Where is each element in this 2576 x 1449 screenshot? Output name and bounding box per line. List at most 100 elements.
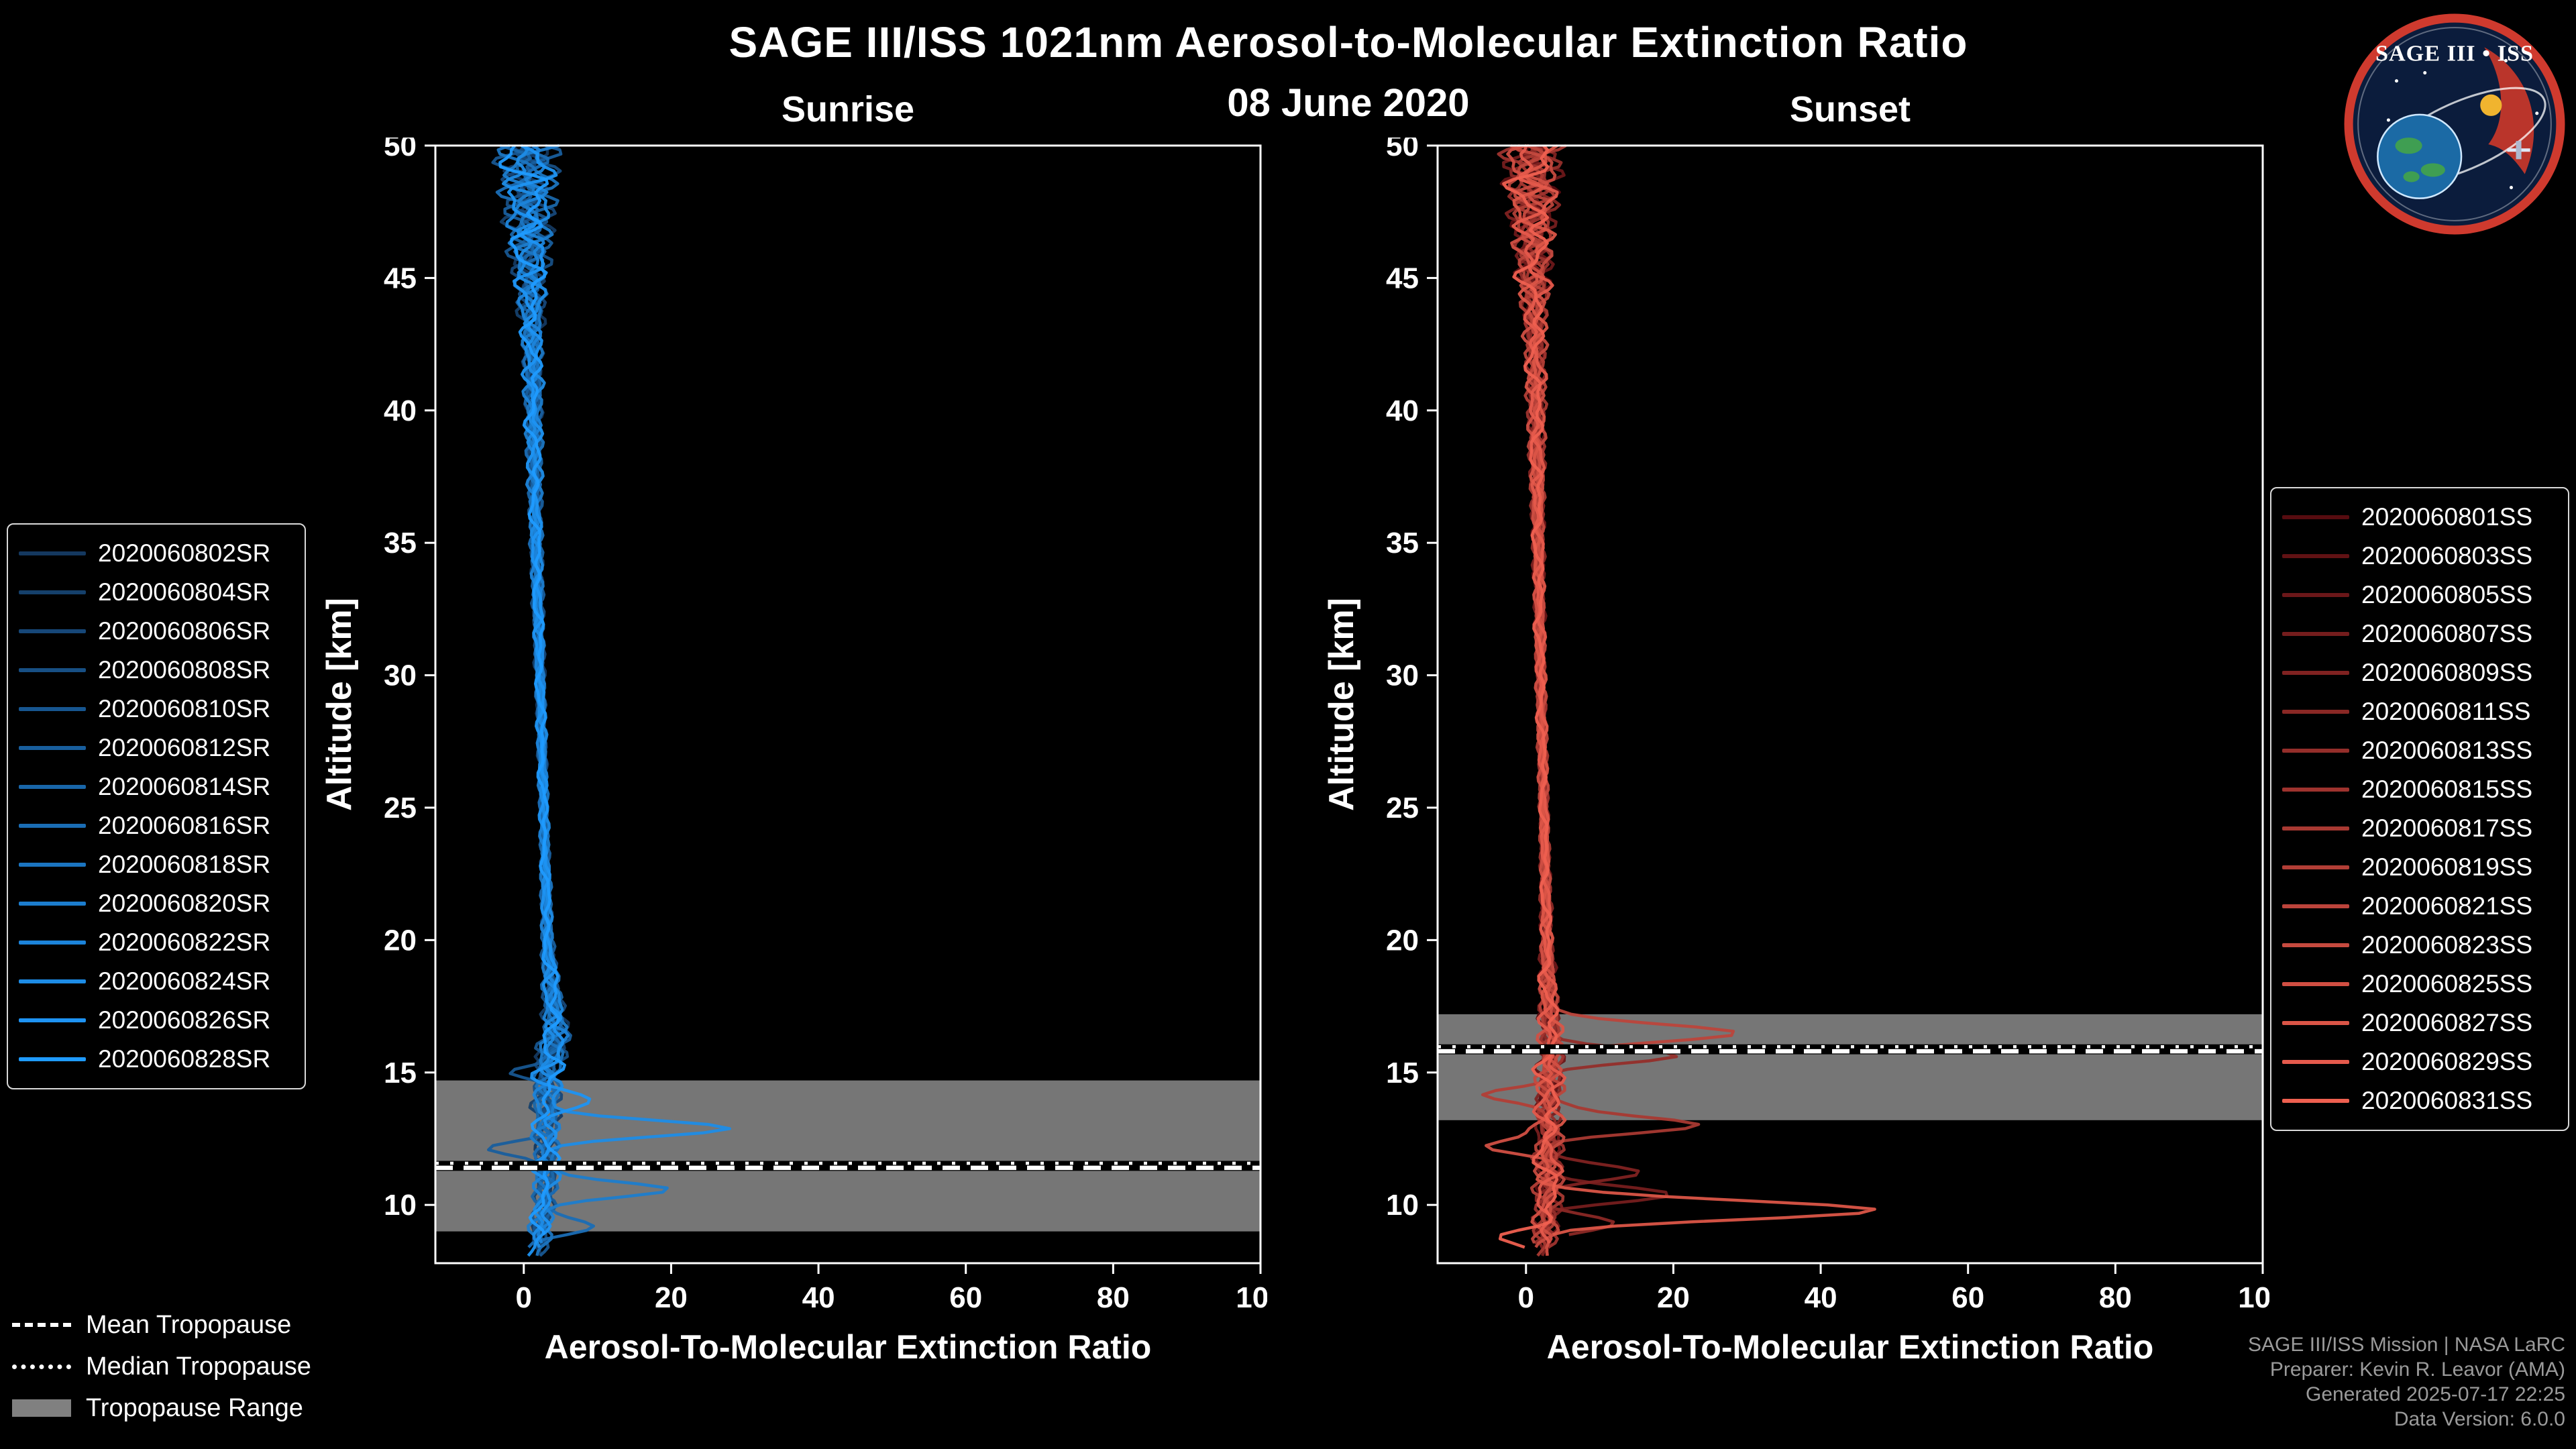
series-2020060831SS	[1498, 144, 1560, 1249]
legend-label: 2020060826SR	[98, 1006, 271, 1034]
figure-date: 08 June 2020	[1227, 81, 1470, 125]
y-tick-label: 10	[1386, 1189, 1419, 1222]
legend-label: 2020060821SS	[2361, 892, 2533, 920]
legend-item: 2020060802SR	[19, 534, 294, 573]
legend-item: 2020060814SR	[19, 767, 294, 806]
mean-tropopause-swatch	[12, 1323, 71, 1327]
x-tick-label: 20	[655, 1281, 688, 1314]
y-tick-label: 35	[384, 527, 417, 559]
legend-label: 2020060802SR	[98, 539, 271, 567]
legend-item: 2020060825SS	[2282, 965, 2557, 1004]
y-tick-label: 45	[384, 262, 417, 294]
legend-line-swatch	[2282, 593, 2349, 597]
credit-line-mission: SAGE III/ISS Mission | NASA LaRC	[2248, 1334, 2565, 1356]
iss-icon	[2516, 141, 2522, 160]
y-tick-label: 20	[1386, 924, 1419, 957]
legend-label: 2020060801SS	[2361, 503, 2533, 531]
x-tick-label: 40	[802, 1281, 835, 1314]
legend-line-swatch	[2282, 904, 2349, 908]
star-icon	[2423, 71, 2427, 75]
y-tick-label: 15	[384, 1057, 417, 1089]
legend-label: 2020060803SS	[2361, 542, 2533, 570]
y-tick-label: 15	[1386, 1057, 1419, 1089]
legend-item: 2020060828SR	[19, 1040, 294, 1079]
legend-label: 2020060820SR	[98, 890, 271, 917]
legend-line-swatch	[2282, 982, 2349, 986]
sunset-legend: 2020060801SS 2020060803SS 2020060805SS 2020…	[2270, 487, 2569, 1131]
star-icon	[2386, 118, 2390, 122]
legend-label: 2020060823SS	[2361, 931, 2533, 959]
legend-line-swatch	[19, 902, 86, 906]
legend-label: 2020060828SR	[98, 1045, 271, 1073]
legend-item: 2020060807SS	[2282, 614, 2557, 653]
tropopause-range-swatch	[12, 1399, 71, 1417]
legend-line-swatch	[19, 707, 86, 711]
y-tick-label: 30	[384, 659, 417, 692]
legend-item: 2020060819SS	[2282, 848, 2557, 887]
legend-item: 2020060827SS	[2282, 1004, 2557, 1042]
sunrise-legend: 2020060802SR 2020060804SR 2020060806SR 2020…	[7, 523, 306, 1089]
logo-inner-ring	[2357, 27, 2552, 221]
median-tropopause-label: Median Tropopause	[86, 1352, 311, 1381]
y-tick-label: 50	[384, 138, 417, 162]
legend-line-swatch	[19, 785, 86, 789]
tropopause-range-label: Tropopause Range	[86, 1393, 303, 1422]
tropopause-range-band	[435, 1080, 1260, 1232]
legend-label: 2020060816SR	[98, 812, 271, 839]
legend-label: 2020060810SR	[98, 695, 271, 722]
y-tick-label: 40	[384, 394, 417, 427]
legend-item: 2020060822SR	[19, 923, 294, 962]
star-icon	[2504, 58, 2508, 62]
legend-line-swatch	[2282, 554, 2349, 558]
legend-line-swatch	[2282, 632, 2349, 636]
legend-label: 2020060824SR	[98, 967, 271, 995]
x-tick-label: 80	[1097, 1281, 1130, 1314]
legend-item: 2020060813SS	[2282, 731, 2557, 770]
credits: SAGE III/ISS Mission | NASA LaRC Prepare…	[2248, 1332, 2565, 1432]
x-tick-label: 100	[1236, 1281, 1267, 1314]
credit-line-generated: Generated 2025-07-17 22:25	[2306, 1383, 2565, 1405]
earth-land	[2403, 171, 2420, 182]
legend-item: 2020060815SS	[2282, 770, 2557, 809]
legend-item: 2020060824SR	[19, 962, 294, 1001]
logo-title: SAGE III • ISS	[2375, 41, 2534, 66]
legend-label: 2020060827SS	[2361, 1009, 2533, 1036]
legend-line-swatch	[19, 1018, 86, 1022]
legend-item: 2020060817SS	[2282, 809, 2557, 848]
legend-label: 2020060817SS	[2361, 814, 2533, 842]
series-2020060826SR	[506, 144, 592, 1257]
legend-line-swatch	[19, 863, 86, 867]
legend-label: 2020060814SR	[98, 773, 271, 800]
legend-line-swatch	[2282, 943, 2349, 947]
legend-item: 2020060826SR	[19, 1001, 294, 1040]
legend-label: 2020060825SS	[2361, 970, 2533, 998]
legend-item: 2020060818SR	[19, 845, 294, 884]
x-axis-title: Aerosol-To-Molecular Extinction Ratio	[545, 1328, 1152, 1366]
legend-line-swatch	[19, 979, 86, 983]
sunset-plot: 0 20 40 60 80 100 10 15 20 25 30 35 40 45 50 Aerosol-To…	[1322, 138, 2269, 1366]
legend-item: 2020060816SR	[19, 806, 294, 845]
mean-tropopause-label: Mean Tropopause	[86, 1310, 292, 1339]
legend-item: 2020060803SS	[2282, 537, 2557, 576]
legend-label: 2020060809SS	[2361, 659, 2533, 686]
y-tick-label: 35	[1386, 527, 1419, 559]
legend-line-swatch	[19, 551, 86, 555]
legend-item: 2020060809SS	[2282, 653, 2557, 692]
y-tick-label: 25	[1386, 792, 1419, 824]
series-2020060828SR	[498, 144, 566, 1236]
y-tick-label: 25	[384, 792, 417, 824]
legend-label: 2020060822SR	[98, 928, 271, 956]
axes-box	[434, 144, 1262, 1265]
panel-title-sunrise: Sunrise	[781, 89, 915, 129]
sage-iss-logo: SAGE III • ISS	[2344, 13, 2565, 235]
legend-item: 2020060808SR	[19, 651, 294, 690]
legend-line-swatch	[2282, 826, 2349, 830]
legend-line-swatch	[19, 824, 86, 828]
legend-item: 2020060812SR	[19, 729, 294, 767]
y-tick-label: 30	[1386, 659, 1419, 692]
median-tropopause-row: Median Tropopause	[12, 1346, 311, 1387]
x-axis-title: Aerosol-To-Molecular Extinction Ratio	[1547, 1328, 2154, 1366]
legend-label: 2020060829SS	[2361, 1048, 2533, 1075]
sun-figure-icon	[2484, 47, 2534, 174]
